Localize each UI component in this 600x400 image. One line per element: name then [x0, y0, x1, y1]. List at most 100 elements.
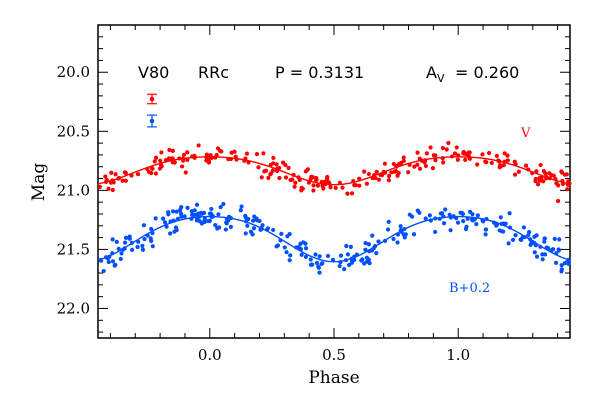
data-point: [340, 185, 345, 190]
data-point: [483, 232, 488, 237]
data-point: [474, 222, 479, 227]
data-point: [224, 220, 229, 225]
data-point: [271, 155, 276, 161]
data-point: [342, 267, 347, 272]
data-point: [412, 164, 417, 169]
data-point: [114, 239, 119, 244]
data-point: [512, 159, 517, 164]
model-curve: [97, 156, 571, 186]
data-point: [161, 216, 166, 221]
data-point: [284, 250, 289, 255]
data-point: [140, 243, 145, 248]
data-point: [141, 223, 146, 228]
data-point: [516, 169, 521, 174]
x-tick-label: 0.5: [322, 346, 346, 364]
data-point: [293, 180, 298, 185]
data-point: [440, 145, 445, 151]
data-point: [441, 221, 447, 226]
data-point: [277, 175, 282, 181]
data-point: [374, 250, 379, 256]
data-point: [542, 239, 547, 244]
data-point: [338, 253, 344, 258]
data-point: [519, 237, 524, 242]
data-point: [393, 168, 398, 174]
data-point: [194, 202, 200, 207]
data-point: [251, 226, 257, 231]
data-point: [123, 178, 128, 183]
data-point: [118, 256, 123, 262]
data-point: [415, 150, 420, 155]
data-point: [204, 158, 209, 163]
data-point: [185, 205, 190, 210]
data-point: [254, 152, 260, 157]
data-point: [523, 163, 529, 168]
data-point: [370, 233, 375, 238]
data-point: [564, 172, 569, 177]
data-point: [135, 244, 140, 250]
amplitude-label: A: [426, 63, 437, 82]
data-point: [376, 177, 382, 182]
data-point: [287, 231, 292, 237]
data-point: [555, 198, 561, 204]
data-point: [287, 258, 292, 263]
data-point: [502, 151, 507, 156]
data-point: [330, 257, 336, 262]
data-point: [396, 161, 402, 167]
data-point: [510, 237, 516, 242]
data-point: [256, 165, 261, 170]
data-point: [170, 160, 175, 165]
data-point: [217, 225, 222, 230]
data-point: [427, 213, 432, 218]
data-point: [282, 245, 287, 250]
data-point: [411, 232, 417, 237]
data-point: [303, 246, 309, 251]
data-point: [174, 209, 179, 214]
data-point: [475, 162, 480, 167]
data-point: [461, 219, 466, 224]
data-point: [344, 243, 349, 249]
data-point: [172, 229, 177, 234]
data-point: [501, 163, 506, 168]
data-point: [316, 265, 321, 270]
data-point: [109, 170, 114, 175]
data-point: [363, 241, 368, 246]
data-point: [455, 157, 460, 162]
data-point: [110, 187, 115, 193]
data-point: [218, 205, 223, 210]
data-point: [526, 229, 532, 235]
model-curve: [97, 215, 571, 263]
data-point: [207, 211, 213, 216]
data-point: [311, 188, 316, 193]
data-point: [171, 209, 176, 214]
data-point: [417, 210, 422, 215]
data-point: [310, 262, 315, 267]
data-point: [207, 218, 212, 223]
data-point: [279, 231, 284, 236]
data-point: [122, 240, 128, 245]
data-point: [314, 177, 319, 182]
data-point: [209, 206, 214, 212]
data-point: [265, 226, 271, 231]
data-point: [538, 162, 543, 168]
data-point: [521, 225, 526, 230]
x-axis-title: Phase: [308, 368, 359, 388]
data-point: [345, 191, 350, 196]
data-point: [362, 261, 367, 266]
data-point: [298, 241, 303, 246]
data-point: [199, 211, 205, 216]
data-point: [552, 236, 557, 241]
data-point: [333, 185, 338, 191]
data-point: [223, 227, 228, 232]
data-point: [469, 217, 475, 222]
series-v: [97, 140, 572, 204]
data-point: [271, 227, 276, 233]
amplitude-value: = 0.260: [455, 63, 519, 82]
data-point: [202, 216, 207, 221]
data-point: [250, 232, 255, 237]
star-name: V80: [138, 63, 169, 82]
data-point: [562, 261, 567, 266]
data-point: [190, 212, 195, 217]
data-point: [150, 244, 155, 249]
data-point: [127, 234, 132, 239]
